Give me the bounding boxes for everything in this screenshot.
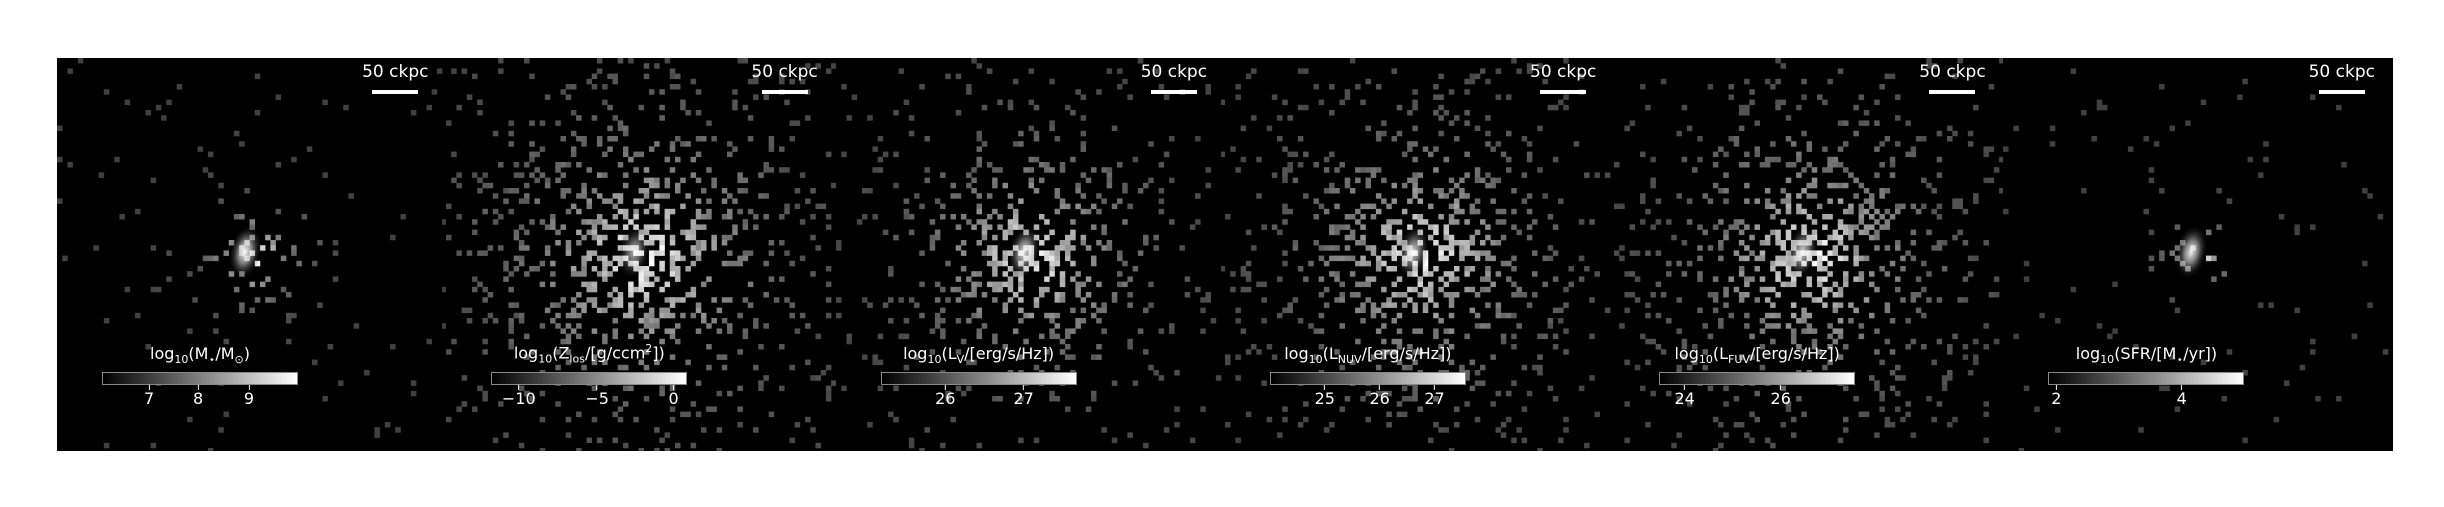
- colorbar-tick: 27: [1013, 385, 1034, 408]
- galaxy-map-v-band-luminosity: [835, 58, 1225, 451]
- scale-bar-label: 50 ckpc: [362, 62, 429, 82]
- panel-fuv-luminosity: 50 ckpc log10(LFUV/[erg/s/Hz]) 24 26: [1614, 58, 2004, 451]
- colorbar-label: log10(LFUV/[erg/s/Hz]): [1674, 343, 1840, 366]
- scale-bar: 50 ckpc: [751, 62, 818, 94]
- scale-bar: 50 ckpc: [2309, 62, 2375, 94]
- colorbar: log10(M⋆/M⊙) 7 8 9: [102, 343, 298, 408]
- colorbar-tick: 7: [144, 385, 154, 408]
- scale-bar-line: [1150, 90, 1197, 94]
- colorbar-tick-label: 9: [243, 389, 255, 408]
- colorbar-tick-label: 26: [1369, 389, 1390, 408]
- colorbar-tick-label: 27: [1424, 389, 1445, 408]
- galaxy-core: [1396, 224, 1430, 280]
- scale-bar-label: 50 ckpc: [751, 62, 818, 82]
- galaxy-core: [1785, 224, 1820, 280]
- colorbar-tick-label: 2: [2051, 389, 2062, 408]
- galaxy-core: [2174, 224, 2209, 280]
- scale-bar: 50 ckpc: [1919, 62, 1986, 94]
- colorbar-tick: 26: [935, 385, 955, 408]
- colorbar-ticks: 7 8 9: [102, 385, 298, 408]
- panel-nuv-luminosity: 50 ckpc log10(LNUV/[erg/s/Hz]) 25 26 27: [1224, 58, 1615, 451]
- colorbar-ticks: −10 −5 0: [491, 385, 687, 408]
- scale-bar-label: 50 ckpc: [1140, 62, 1208, 82]
- colorbar-tick-label: 8: [192, 389, 204, 408]
- colorbar: log10(Zlos/[g/ccm2]) −10 −5 0: [491, 339, 688, 408]
- colorbar-tick: 8: [193, 385, 203, 408]
- colorbar-tick: −10: [502, 385, 536, 408]
- scale-bar-label: 50 ckpc: [1919, 62, 1986, 82]
- galaxy-map-stellar-mass: [57, 58, 447, 451]
- colorbar-label: log10(LV/[erg/s/Hz]): [903, 343, 1055, 366]
- scale-bar-line: [1929, 90, 1976, 94]
- colorbar-tick: 27: [1424, 385, 1445, 408]
- panel-star-formation-rate: 50 ckpc log10(SFR/[M⋆/yr]) 2 4: [2003, 58, 2393, 451]
- colorbar-tick-label: 24: [1674, 389, 1695, 408]
- colorbar-tick-label: −5: [585, 389, 609, 408]
- scale-bar: 50 ckpc: [1530, 62, 1596, 94]
- colorbar-tick-label: 4: [2176, 389, 2187, 408]
- scale-bar: 50 ckpc: [362, 62, 428, 94]
- colorbar-tick-label: 26: [1770, 389, 1791, 408]
- colorbar-tick-label: −10: [501, 389, 536, 408]
- scale-bar: 50 ckpc: [1141, 62, 1207, 94]
- colorbar-ticks: 24 26: [1659, 385, 1855, 408]
- panel-stellar-mass: 50 ckpc log10(M⋆/M⊙) 7 8 9: [57, 58, 447, 451]
- colorbar-gradient: [491, 372, 688, 385]
- colorbar-label: log10(M⋆/M⊙): [150, 343, 250, 366]
- colorbar-tick: 0: [668, 385, 679, 408]
- colorbar-tick-label: 26: [935, 389, 956, 408]
- scale-bar-line: [372, 90, 419, 94]
- panel-metallicity: 50 ckpc log10(Zlos/[g/ccm2]) −10 −5 0: [446, 58, 836, 451]
- colorbar-tick: 26: [1369, 385, 1390, 408]
- panel-v-band-luminosity: 50 ckpc log10(LV/[erg/s/Hz]) 26 27: [835, 58, 1225, 451]
- galaxy-core: [1007, 224, 1041, 280]
- colorbar-label: log10(Zlos/[g/ccm2]): [513, 342, 665, 366]
- scale-bar-label: 50 ckpc: [1530, 62, 1597, 82]
- galaxy-map-star-formation-rate: [2003, 68, 2389, 451]
- colorbar-gradient: [880, 372, 1077, 385]
- map-strip: 50 ckpc log10(M⋆/M⊙) 7 8 9 50 ckpc log10(Zlos/…: [57, 58, 2393, 451]
- galaxy-core: [228, 224, 262, 280]
- galaxy-map-metallicity: [446, 58, 836, 451]
- galaxy-map-nuv-luminosity: [1224, 58, 1611, 451]
- colorbar-tick: 2: [2051, 385, 2061, 408]
- colorbar-tick: 9: [244, 385, 254, 408]
- colorbar-ticks: 26 27: [881, 385, 1077, 408]
- colorbar-tick-label: 27: [1013, 389, 1034, 408]
- scale-bar-label: 50 ckpc: [2308, 62, 2375, 82]
- colorbar-label: log10(LNUV/[erg/s/Hz]): [1284, 343, 1452, 366]
- colorbar-tick: 25: [1315, 385, 1335, 408]
- colorbar: log10(LFUV/[erg/s/Hz]) 24 26: [1659, 343, 1856, 408]
- scale-bar-line: [1540, 90, 1587, 94]
- colorbar-gradient: [2048, 372, 2245, 385]
- colorbar-tick-label: 25: [1314, 389, 1335, 408]
- scale-bar-line: [2318, 90, 2365, 94]
- colorbar: log10(LV/[erg/s/Hz]) 26 27: [880, 343, 1077, 408]
- colorbar-tick-label: 7: [143, 389, 155, 408]
- colorbar-tick: 24: [1674, 385, 1695, 408]
- galaxy-core: [617, 224, 652, 280]
- colorbar-tick: −5: [585, 385, 609, 408]
- colorbar-gradient: [1659, 372, 1856, 385]
- colorbar-gradient: [102, 372, 298, 385]
- colorbar-ticks: 25 26 27: [1270, 385, 1466, 408]
- colorbar: log10(LNUV/[erg/s/Hz]) 25 26 27: [1269, 343, 1466, 408]
- scale-bar-line: [761, 90, 808, 94]
- colorbar: log10(SFR/[M⋆/yr]) 2 4: [2048, 343, 2245, 408]
- colorbar-label: log10(SFR/[M⋆/yr]): [2075, 343, 2218, 366]
- colorbar-tick-label: 0: [668, 389, 679, 408]
- galaxy-map-fuv-luminosity: [1614, 58, 2004, 451]
- colorbar-gradient: [1269, 372, 1466, 385]
- colorbar-tick: 4: [2177, 385, 2187, 408]
- colorbar-tick: 26: [1771, 385, 1791, 408]
